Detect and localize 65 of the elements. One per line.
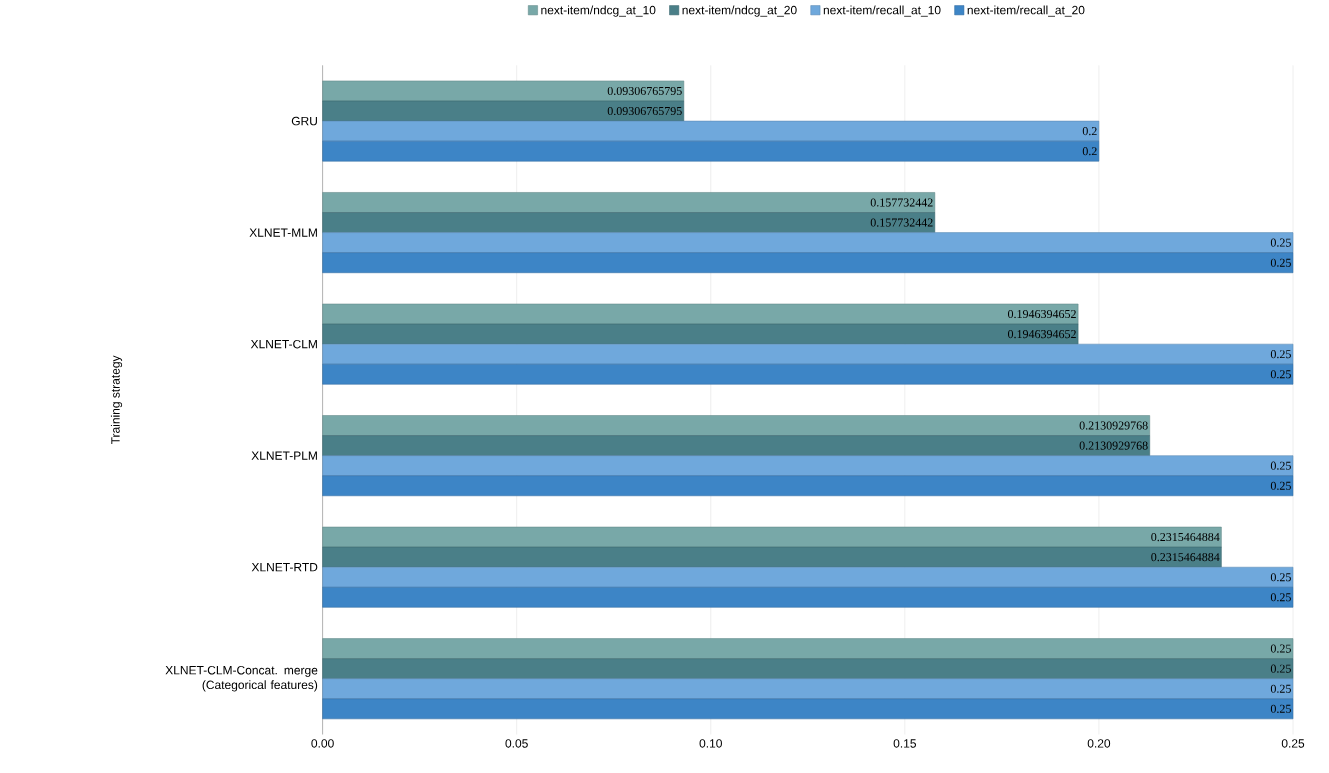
bar xyxy=(322,212,936,233)
x-tick-label: 0.20 xyxy=(1087,739,1111,748)
y-tick-label: XLNET-CLM xyxy=(250,339,317,349)
y-tick-label: XLNET-PLM xyxy=(251,451,317,460)
bar xyxy=(322,192,936,213)
data-label: 0.2 xyxy=(1082,126,1097,136)
data-label: 0.2315464884 xyxy=(1151,532,1220,542)
data-label: 0.25 xyxy=(1270,481,1291,490)
bar xyxy=(322,343,1294,365)
bar xyxy=(322,252,1294,273)
data-label: 0.25 xyxy=(1270,664,1291,673)
bar xyxy=(322,363,1294,385)
data-label: 0.25 xyxy=(1270,350,1291,359)
data-label: 0.25 xyxy=(1270,684,1291,693)
bar xyxy=(322,100,685,122)
bar xyxy=(322,435,1151,456)
x-tick-label: 0.15 xyxy=(893,739,917,748)
legend-label: next-item/ndcg_at_20 xyxy=(682,5,797,17)
bar xyxy=(322,678,1294,699)
bar xyxy=(322,526,1222,548)
bar xyxy=(322,455,1294,476)
bar xyxy=(322,638,1294,659)
bar xyxy=(322,566,1294,588)
bar xyxy=(322,303,1079,325)
y-tick-label: XLNET-CLM-Concat. merge (Categorical features) xyxy=(165,665,318,692)
bar xyxy=(322,80,685,102)
data-label: 0.157732442 xyxy=(870,198,933,207)
data-label: 0.2 xyxy=(1082,147,1097,156)
bar xyxy=(322,698,1294,720)
y-tick-label: XLNET-MLM xyxy=(249,228,317,237)
data-label: 0.2130929768 xyxy=(1079,421,1148,430)
data-label: 0.09306765795 xyxy=(607,86,682,95)
legend-label: next-item/recall_at_20 xyxy=(967,5,1085,17)
bar xyxy=(322,475,1294,497)
data-label: 0.25 xyxy=(1270,461,1291,470)
data-label: 0.25 xyxy=(1270,573,1291,582)
data-label: 0.1946394652 xyxy=(1007,329,1076,339)
data-label: 0.25 xyxy=(1270,258,1291,267)
x-tick-label: 0.05 xyxy=(505,739,528,748)
data-label: 0.09306765795 xyxy=(607,106,682,116)
y-tick-label: GRU xyxy=(291,116,317,126)
bar xyxy=(322,232,1294,253)
bar xyxy=(322,586,1294,608)
bar xyxy=(322,658,1294,679)
data-label: 0.25 xyxy=(1270,238,1291,247)
data-label: 0.2315464884 xyxy=(1151,553,1220,562)
y-axis-title: Training strategy xyxy=(110,355,123,445)
data-label: 0.2130929768 xyxy=(1079,441,1148,450)
x-tick-label: 0.10 xyxy=(699,739,722,748)
legend-label: next-item/recall_at_10 xyxy=(823,5,941,17)
data-label: 0.1946394652 xyxy=(1007,309,1076,319)
bar xyxy=(322,323,1079,345)
x-tick-label: 0.25 xyxy=(1281,739,1305,748)
x-tick-label: 0.00 xyxy=(311,739,334,748)
bar xyxy=(322,415,1151,436)
data-label: 0.25 xyxy=(1270,370,1291,379)
data-label: 0.157732442 xyxy=(870,218,933,227)
y-tick-label: XLNET-RTD xyxy=(251,562,318,572)
bar xyxy=(322,120,1100,142)
legend-label: next-item/ndcg_at_10 xyxy=(541,5,656,17)
bar xyxy=(322,140,1100,162)
bar xyxy=(322,546,1222,568)
data-label: 0.25 xyxy=(1270,593,1291,602)
data-label: 0.25 xyxy=(1270,704,1291,713)
data-label: 0.25 xyxy=(1270,644,1291,653)
